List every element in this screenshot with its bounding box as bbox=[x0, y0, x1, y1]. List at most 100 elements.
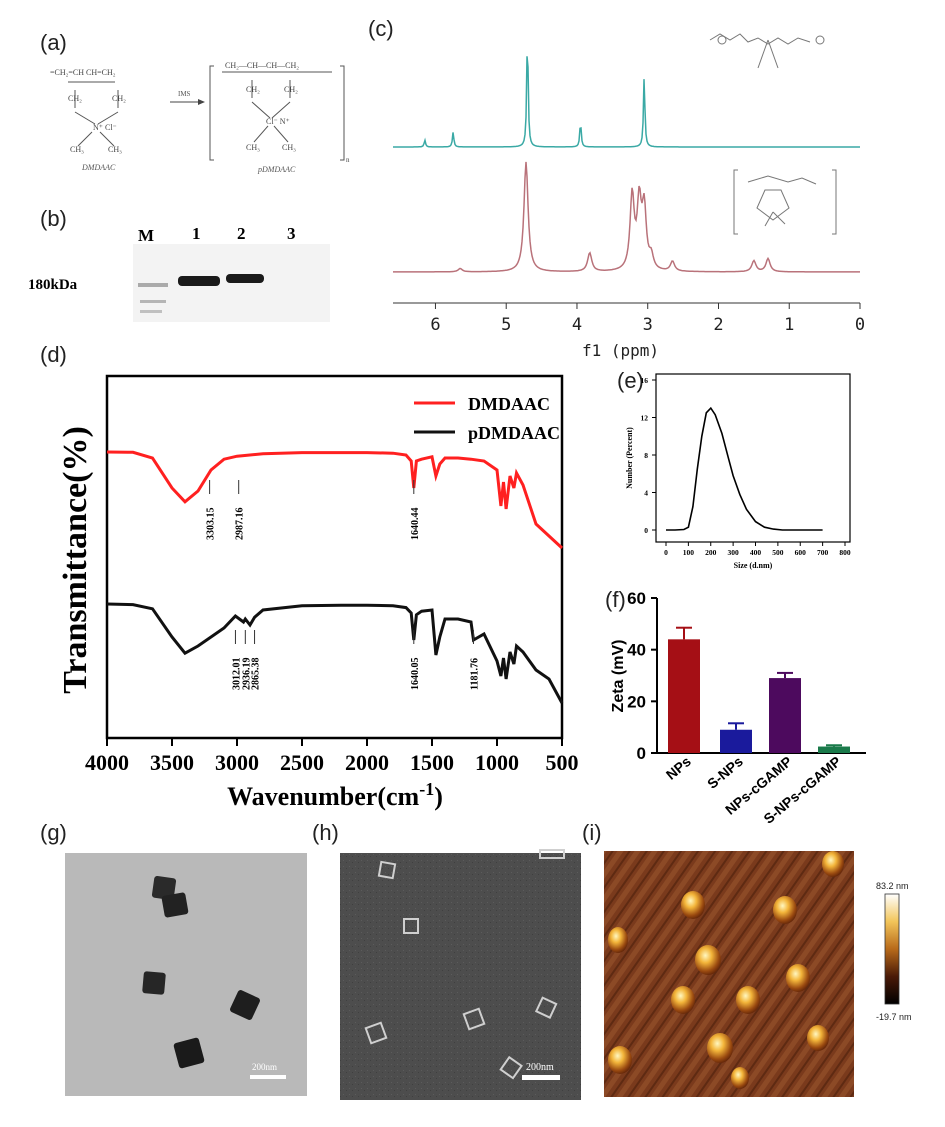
tem-particle bbox=[230, 990, 260, 1020]
ftir-annotation-label: 2865.38 bbox=[251, 658, 262, 691]
svg-text:CH₃: CH₃ bbox=[70, 145, 84, 154]
lane-label-2: 2 bbox=[237, 224, 246, 243]
ftir-annotation-label: 1640.05 bbox=[410, 658, 421, 691]
zeta-y-tick-label: 0 bbox=[637, 744, 646, 763]
svg-text:CH₂: CH₂ bbox=[246, 85, 260, 94]
svg-text:N⁺ Cl⁻: N⁺ Cl⁻ bbox=[93, 123, 117, 132]
dls-x-tick-label: 400 bbox=[750, 548, 762, 557]
monomer-name: DMDAAC bbox=[81, 163, 116, 172]
ftir-y-axis-label: Transmittance(%) bbox=[57, 426, 94, 694]
tem-particle bbox=[142, 971, 166, 995]
nmr-x-tick-label: 3 bbox=[643, 315, 653, 335]
svg-text:Cl⁻ N⁺: Cl⁻ N⁺ bbox=[266, 117, 290, 126]
panel-e: (e) 0 100 200 300 400 500 600 700 800 0 4 8 12 16 Num… bbox=[617, 368, 851, 570]
dls-x-tick-label: 0 bbox=[664, 548, 668, 557]
sem-particle bbox=[539, 849, 565, 859]
afm-scale-max: 83.2 nm bbox=[876, 881, 909, 891]
tem-particle bbox=[173, 1037, 205, 1069]
afm-particle bbox=[707, 1033, 733, 1063]
afm-particle bbox=[736, 986, 760, 1014]
ftir-x-tick-label: 2000 bbox=[345, 750, 389, 775]
ftir-x-tick-label: 3000 bbox=[215, 750, 259, 775]
zeta-category-label: S-NPs bbox=[704, 753, 746, 792]
dls-distribution-line bbox=[666, 406, 823, 531]
sem-particle bbox=[377, 860, 397, 880]
ftir-annotation-label: 3012.01 bbox=[231, 658, 242, 691]
marker-band bbox=[138, 283, 168, 287]
panel-c-label: (c) bbox=[368, 16, 394, 41]
svg-text:CH₃: CH₃ bbox=[246, 143, 260, 152]
nmr-x-tick-label: 4 bbox=[572, 315, 582, 335]
dls-x-tick-label: 700 bbox=[817, 548, 829, 557]
lane-label-1: 1 bbox=[192, 224, 201, 243]
svg-text:=CH₂=CH CH=CH₂: =CH₂=CH CH=CH₂ bbox=[50, 68, 116, 77]
panel-e-label: (e) bbox=[617, 368, 644, 393]
panel-b-label: (b) bbox=[40, 206, 67, 231]
panel-h-label: (h) bbox=[312, 820, 339, 845]
panel-a: (a) =CH₂=CH CH=CH₂ CH₂ CH₂ N⁺ Cl⁻ CH₃ CH… bbox=[40, 30, 350, 174]
panel-d: (d) 3303.15 2987.16 1640.443012.012936.192… bbox=[40, 342, 579, 811]
nmr-spectrum-monomer bbox=[393, 56, 860, 148]
dls-x-tick-label: 100 bbox=[683, 548, 695, 557]
panel-b: (b) M 1 2 3 180kDa bbox=[28, 206, 330, 322]
nmr-inset-monomer bbox=[709, 33, 825, 69]
zeta-bar bbox=[668, 639, 700, 753]
svg-text:CH₂: CH₂ bbox=[68, 94, 82, 103]
sem-particle bbox=[534, 996, 558, 1019]
svg-text:CH₃: CH₃ bbox=[282, 143, 296, 152]
legend-label-pdmdaac: pDMDAAC bbox=[468, 423, 560, 443]
sample-band-1 bbox=[178, 276, 220, 286]
ftir-x-tick-label: 500 bbox=[546, 750, 579, 775]
ftir-frame bbox=[105, 374, 564, 740]
afm-image bbox=[604, 851, 854, 1097]
ftir-x-tick-label: 3500 bbox=[150, 750, 194, 775]
nmr-x-tick-label: 6 bbox=[430, 315, 440, 335]
afm-particle bbox=[773, 896, 797, 924]
ftir-x-tick-label: 1500 bbox=[410, 750, 454, 775]
zeta-ticks: 0 20 40 60 bbox=[627, 589, 657, 763]
marker-band bbox=[140, 300, 166, 303]
afm-particle bbox=[681, 891, 705, 919]
afm-particle bbox=[731, 1067, 749, 1089]
dls-y-tick-label: 4 bbox=[644, 489, 648, 498]
zeta-bar bbox=[818, 746, 850, 753]
ftir-x-tick-label: 4000 bbox=[85, 750, 129, 775]
afm-particle bbox=[786, 964, 810, 992]
panel-d-label: (d) bbox=[40, 342, 67, 367]
dls-x-tick-label: 500 bbox=[772, 548, 784, 557]
tem-particle bbox=[161, 892, 189, 918]
ftir-annotation-label: 2936.19 bbox=[241, 658, 252, 691]
dls-x-tick-label: 600 bbox=[795, 548, 807, 557]
zeta-y-tick-label: 60 bbox=[627, 589, 646, 608]
ftir-annotation-label: 1640.44 bbox=[410, 508, 421, 541]
svg-text:CH₂: CH₂ bbox=[284, 85, 298, 94]
tem-particle bbox=[151, 875, 177, 901]
afm-particle bbox=[608, 927, 628, 953]
tem-scale-bar bbox=[250, 1075, 286, 1079]
panel-h: (h) 200nm bbox=[312, 820, 581, 1100]
ftir-x-axis-label: Wavenumber(cm-1) bbox=[227, 779, 443, 811]
panel-f-label: (f) bbox=[605, 587, 626, 612]
afm-features bbox=[608, 851, 844, 1089]
svg-text:n: n bbox=[346, 156, 350, 164]
zeta-bar bbox=[720, 729, 752, 753]
sem-particle bbox=[364, 1021, 388, 1045]
sem-particle bbox=[462, 1007, 486, 1031]
polymer-name: pDMDAAC bbox=[257, 165, 296, 174]
dls-y-axis-label: Number (Percent) bbox=[625, 427, 634, 489]
ftir-x-tick-label: 2500 bbox=[280, 750, 324, 775]
sem-scale-bar bbox=[522, 1075, 560, 1080]
nmr-x-tick-label: 5 bbox=[501, 315, 511, 335]
tem-scale-label: 200nm bbox=[252, 1062, 277, 1072]
afm-particle bbox=[608, 1046, 632, 1074]
zeta-y-tick-label: 40 bbox=[627, 641, 646, 660]
nmr-inset-polymer bbox=[733, 169, 837, 235]
dls-x-axis-label: Size (d.nm) bbox=[734, 561, 773, 570]
panel-i-label: (i) bbox=[582, 820, 602, 845]
nmr-x-ticks: 6 5 4 3 2 1 0 bbox=[430, 303, 865, 335]
ftir-line-pdmdaac bbox=[106, 602, 564, 704]
dmdaac-structure: =CH₂=CH CH=CH₂ CH₂ CH₂ N⁺ Cl⁻ CH₃ CH₃ bbox=[50, 68, 126, 154]
nmr-x-tick-label: 0 bbox=[855, 315, 865, 335]
